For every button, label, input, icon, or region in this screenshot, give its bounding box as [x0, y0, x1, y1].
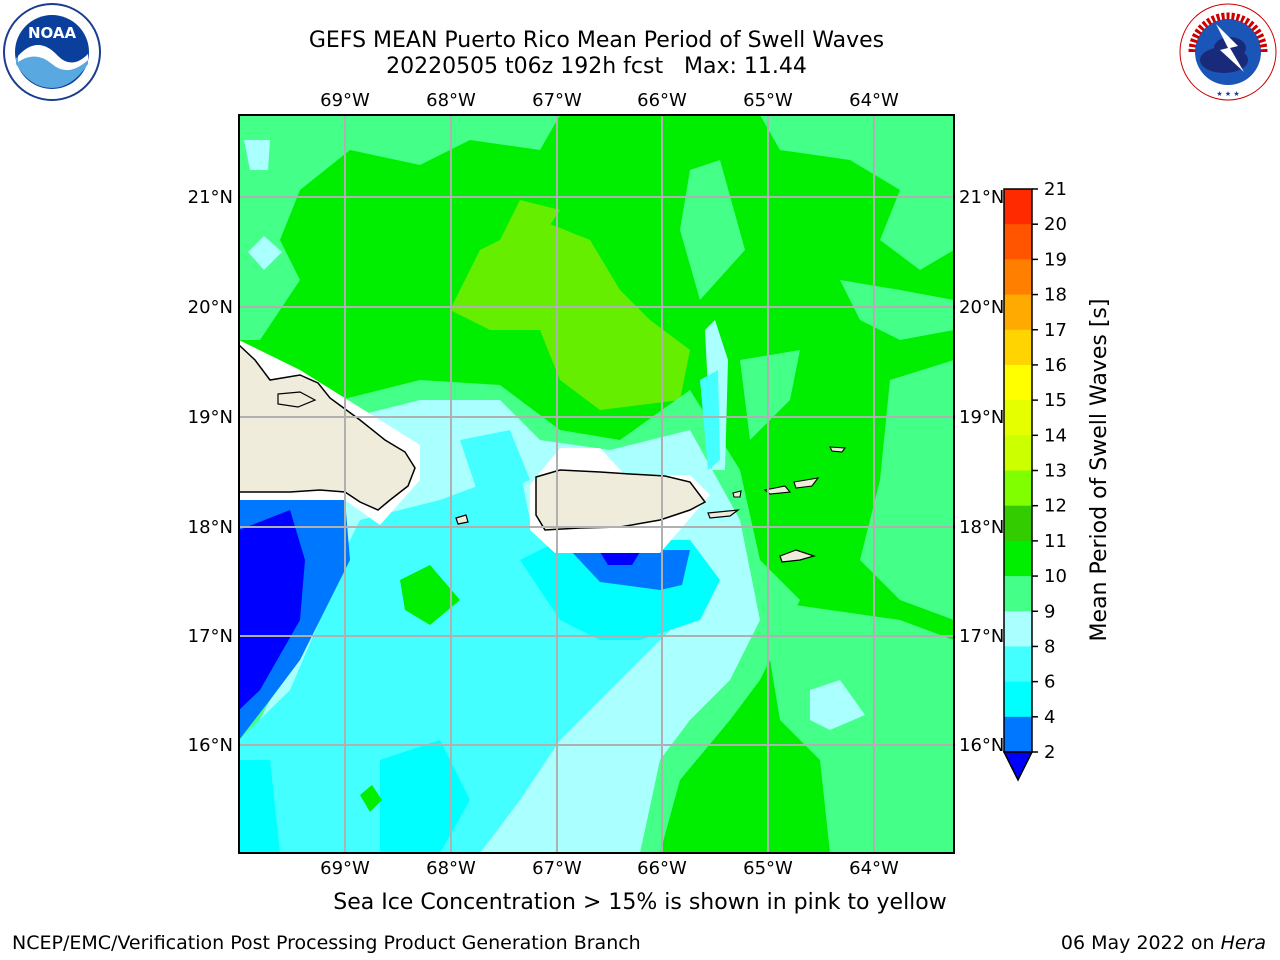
- field-sea-green-nw: [239, 115, 560, 340]
- colorbar-label: Mean Period of Swell Waves [s]: [1087, 299, 1112, 642]
- colorbar-segment: [1004, 364, 1032, 401]
- colorbar: 21 20 19 18 17 16 15 14 13 12 11 10 9 8 6 4 2: [1002, 179, 1067, 782]
- colorbar-segment: [1004, 189, 1032, 225]
- colorbar-tick-label: 16: [1044, 355, 1067, 376]
- lon-label: 66°W: [637, 90, 687, 111]
- map-frame: [238, 114, 955, 854]
- lat-labels-right: 21°N 20°N 19°N 18°N 17°N 16°N: [959, 187, 1004, 756]
- noaa-logo-text: NOAA: [28, 24, 77, 42]
- lat-label: 16°N: [188, 735, 233, 756]
- lat-label: 19°N: [188, 407, 233, 428]
- lon-label: 66°W: [637, 858, 687, 879]
- colorbar-tick-label: 19: [1044, 249, 1067, 270]
- lat-label: 17°N: [188, 626, 233, 647]
- colorbar-tick-label: 9: [1044, 601, 1055, 622]
- lat-label: 21°N: [188, 187, 233, 208]
- lat-label: 16°N: [959, 735, 1004, 756]
- svg-text:★ ★ ★: ★ ★ ★: [1216, 90, 1239, 98]
- colorbar-tick-label: 17: [1044, 320, 1067, 341]
- lat-label: 18°N: [188, 517, 233, 538]
- lat-label: 20°N: [188, 297, 233, 318]
- nws-logo: ★ ★ ★: [1179, 3, 1277, 101]
- lat-label: 20°N: [959, 297, 1004, 318]
- colorbar-segment: [1004, 470, 1032, 507]
- lat-label: 21°N: [959, 187, 1004, 208]
- colorbar-tick-label: 14: [1044, 425, 1067, 446]
- colorbar-tick-label: 6: [1044, 672, 1055, 693]
- field-yellow-green: [450, 220, 690, 410]
- colorbar-tick-label: 4: [1044, 707, 1055, 728]
- colorbar-segment: [1004, 716, 1032, 753]
- sea-ice-caption: Sea Ice Concentration > 15% is shown in …: [333, 890, 947, 915]
- colorbar-segment: [1004, 681, 1032, 718]
- lon-label: 68°W: [426, 858, 476, 879]
- footer-date-text: 06 May 2022 on: [1060, 932, 1221, 954]
- field-sea-green-ne: [760, 115, 954, 270]
- colorbar-tick-label: 11: [1044, 531, 1067, 552]
- land-hispaniola: [239, 343, 416, 511]
- lon-label: 64°W: [849, 90, 899, 111]
- colorbar-tick-label: 8: [1044, 636, 1055, 657]
- colorbar-segment: [1004, 224, 1032, 260]
- field-sea-green-band: [680, 160, 745, 300]
- footer-date: 06 May 2022 on Hera: [1061, 932, 1266, 954]
- colorbar-segment: [1004, 400, 1032, 436]
- lon-label: 69°W: [320, 858, 370, 879]
- footer-credit: NCEP/EMC/Verification Post Processing Pr…: [12, 932, 641, 954]
- lon-label: 68°W: [426, 90, 476, 111]
- colorbar-segment: [1004, 329, 1032, 366]
- colorbar-tick-label: 15: [1044, 390, 1067, 411]
- swell-period-field: [239, 115, 954, 853]
- colorbar-tick-label: 20: [1044, 214, 1067, 235]
- lon-label: 67°W: [532, 90, 582, 111]
- colorbar-segment: [1004, 646, 1032, 683]
- title-line-2: 20220505 t06z 192h fcst Max: 11.44: [386, 54, 807, 79]
- colorbar-tick-label: 2: [1044, 742, 1055, 763]
- colorbar-tick-label: 21: [1044, 179, 1067, 200]
- lon-labels-top: 69°W 68°W 67°W 66°W 65°W 64°W: [320, 90, 899, 111]
- title-line-1: GEFS MEAN Puerto Rico Mean Period of Swe…: [308, 28, 885, 53]
- graticule: [239, 115, 954, 853]
- colorbar-segment: [1004, 611, 1032, 647]
- colorbar-tick-label: 10: [1044, 566, 1067, 587]
- lat-labels-left: 21°N 20°N 19°N 18°N 17°N 16°N: [188, 187, 233, 756]
- lon-label: 69°W: [320, 90, 370, 111]
- colorbar-segment: [1004, 294, 1032, 331]
- colorbar-segment: [1004, 435, 1032, 471]
- lon-label: 65°W: [743, 90, 793, 111]
- lat-label: 19°N: [959, 407, 1004, 428]
- colorbar-tick-label: 18: [1044, 285, 1067, 306]
- lat-label: 17°N: [959, 626, 1004, 647]
- field-dark-blue-west: [239, 510, 305, 710]
- field-blue-south-pr: [570, 550, 690, 590]
- colorbar-segment: [1004, 259, 1032, 296]
- lon-label: 64°W: [849, 858, 899, 879]
- lon-labels-bottom: 69°W 68°W 67°W 66°W 65°W 64°W: [320, 858, 899, 879]
- noaa-logo: NOAA: [3, 3, 101, 101]
- lat-label: 18°N: [959, 517, 1004, 538]
- colorbar-segment: [1004, 540, 1032, 577]
- colorbar-tick-label: 12: [1044, 496, 1067, 517]
- colorbar-segment: [1004, 505, 1032, 542]
- lon-label: 65°W: [743, 858, 793, 879]
- colorbar-segment: [1004, 576, 1032, 612]
- colorbar-tick-label: 13: [1044, 461, 1067, 482]
- colorbar-extend-arrow: [1002, 751, 1034, 782]
- footer-host: Hera: [1220, 932, 1266, 954]
- lon-label: 67°W: [532, 858, 582, 879]
